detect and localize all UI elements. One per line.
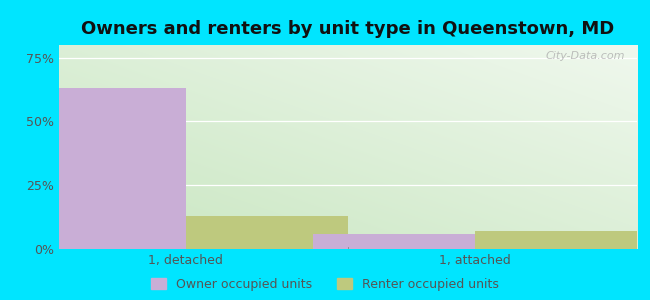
Title: Owners and renters by unit type in Queenstown, MD: Owners and renters by unit type in Queen… (81, 20, 614, 38)
Text: City-Data.com: City-Data.com (546, 51, 625, 61)
Legend: Owner occupied units, Renter occupied units: Owner occupied units, Renter occupied un… (151, 278, 499, 291)
Bar (24, 88, 186, 249)
Bar (475, 231, 637, 249)
Bar (186, 216, 348, 249)
Bar (313, 234, 475, 249)
